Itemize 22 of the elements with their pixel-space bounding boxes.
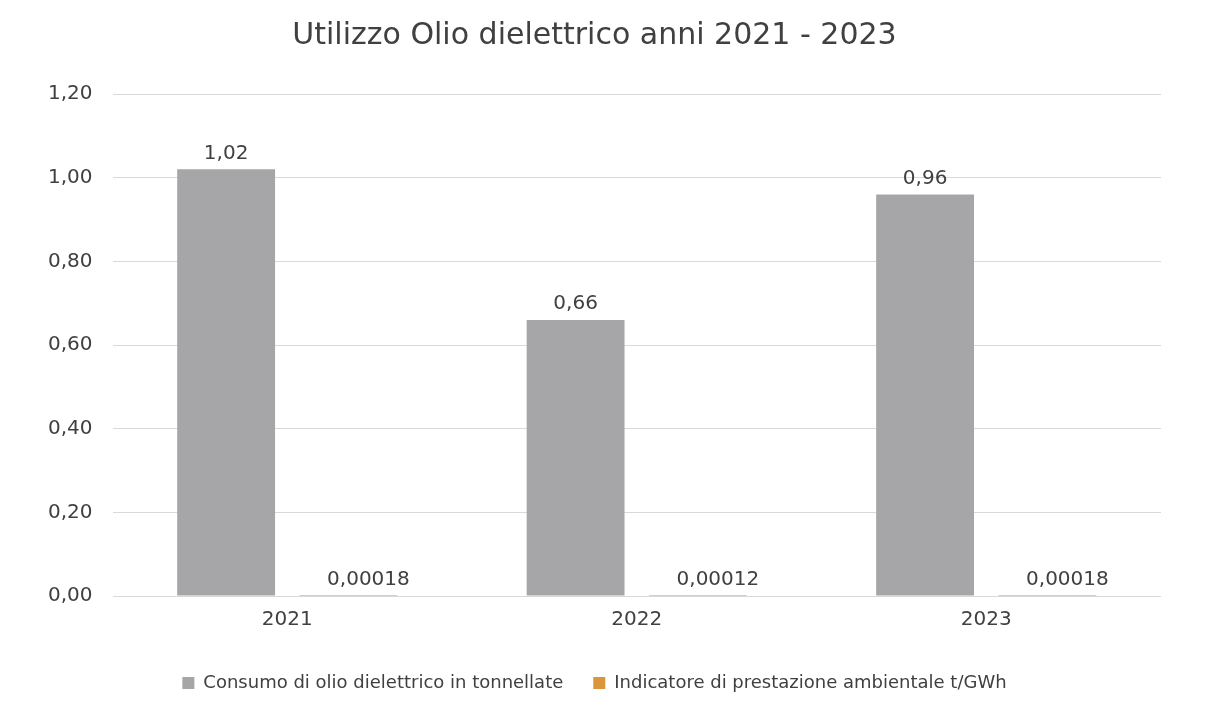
bar [526,319,625,596]
x-tick-label: 2023 [960,606,1012,631]
legend-label: Consumo di olio dielettrico in tonnellate [203,670,564,692]
y-tick-label: 0,00 [48,582,93,607]
data-label: 1,02 [203,139,249,164]
data-label: 0,00012 [676,566,760,591]
data-label: 0,96 [902,164,948,189]
y-tick-label: 0,80 [48,247,93,272]
data-label: 0,00018 [1026,566,1109,591]
data-label: 0,00018 [327,566,410,591]
bar [876,194,975,596]
legend-label: Indicatore di prestazione ambientale t/GWh [614,670,1007,692]
x-tick-label: 2022 [611,606,663,631]
x-tick-label: 2021 [261,606,313,631]
data-label: 0,66 [553,290,598,315]
bar [177,169,276,596]
y-tick-label: 0,20 [48,498,93,523]
y-tick-label: 1,20 [48,80,93,105]
chart-title: Utilizzo Olio dielettrico anni 2021 - 2023 [292,15,897,51]
y-tick-label: 0,40 [48,414,93,439]
y-tick-label: 1,00 [48,163,93,188]
y-tick-label: 0,60 [48,331,93,356]
